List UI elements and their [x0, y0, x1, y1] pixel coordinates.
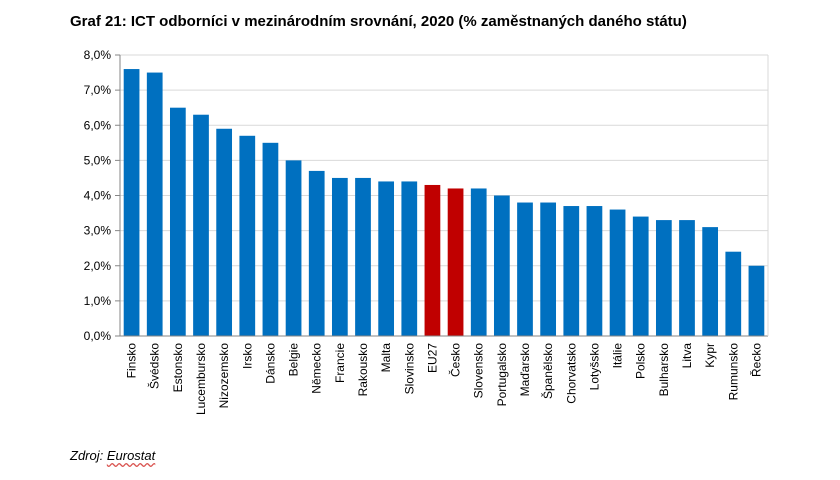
- bars: [123, 69, 765, 337]
- bar-Rakousko: [355, 177, 371, 336]
- bar-Malta: [378, 181, 395, 336]
- bar-Finsko: [123, 69, 140, 337]
- bar-Polsko: [632, 216, 649, 336]
- x-tick-label: Irsko: [240, 343, 254, 369]
- source-name: Eurostat: [106, 448, 156, 463]
- bar-Slovensko: [470, 188, 487, 336]
- y-tick-label: 0,0%: [84, 329, 112, 343]
- x-tick-label: Malta: [379, 343, 393, 373]
- bar-Chorvatsko: [563, 206, 580, 336]
- x-tick-label: Polsko: [634, 343, 648, 379]
- x-tick-label: Itálie: [611, 343, 625, 369]
- bar-Litva: [679, 220, 695, 336]
- bar-Švédsko: [146, 72, 163, 336]
- bar-Rumunsko: [725, 251, 742, 336]
- bar-Portugalsko: [493, 195, 510, 336]
- x-tick-label: Německo: [310, 343, 324, 394]
- bar-Francie: [331, 177, 348, 336]
- y-tick-label: 7,0%: [84, 83, 112, 97]
- bar-Španělsko: [540, 202, 557, 336]
- x-tick-label: Nizozemsko: [217, 343, 231, 409]
- x-tick-label: Estonsko: [171, 343, 185, 393]
- x-tick-label: Litva: [680, 343, 694, 369]
- x-tick-label: Belgie: [287, 343, 301, 377]
- x-tick-label: Kypr: [703, 343, 717, 368]
- bar-Dánsko: [262, 142, 279, 336]
- bar-Estonsko: [169, 107, 186, 336]
- x-tick-label: Bulharsko: [657, 343, 671, 397]
- y-tick-label: 5,0%: [84, 153, 112, 167]
- x-tick-label: Portugalsko: [495, 343, 509, 407]
- x-tick-label: EU27: [425, 343, 439, 373]
- bar-Belgie: [285, 160, 302, 336]
- y-tick-label: 4,0%: [84, 189, 112, 203]
- x-tick-label: Finsko: [125, 343, 139, 379]
- bar-Bulharsko: [655, 220, 672, 336]
- x-tick-label: Francie: [333, 343, 347, 383]
- x-tick-label: Chorvatsko: [564, 343, 578, 404]
- x-tick-label: Španělsko: [540, 343, 555, 399]
- y-tick-label: 2,0%: [84, 259, 112, 273]
- y-tick-label: 6,0%: [84, 118, 112, 132]
- bar-Maďarsko: [517, 202, 533, 336]
- chart-title: Graf 21: ICT odborníci v mezinárodním sr…: [70, 13, 687, 30]
- x-tick-label: Lotyšsko: [587, 343, 601, 391]
- bar-Kypr: [702, 227, 719, 336]
- bar-Německo: [308, 170, 325, 336]
- x-tick-label: Slovinsko: [402, 343, 416, 395]
- bar-Lucembursko: [193, 114, 209, 337]
- x-tick-label: Maďarsko: [518, 343, 532, 397]
- x-tick-label: Lucembursko: [194, 343, 208, 415]
- bar-Lotyšsko: [586, 206, 603, 336]
- axes: [115, 54, 769, 337]
- y-tick-label: 1,0%: [84, 294, 112, 308]
- y-tick-label: 3,0%: [84, 224, 112, 238]
- x-tick-label: Slovensko: [472, 343, 486, 399]
- y-tick-label: 8,0%: [84, 48, 112, 62]
- bar-Řecko: [748, 265, 765, 336]
- x-category-labels: Finsko Švédsko Estonsko Lucembursko Nizozems…: [125, 343, 764, 415]
- bar-EU27: [424, 184, 441, 336]
- source-prefix: Zdroj:: [70, 448, 107, 463]
- source-note: Zdroj: Eurostat: [70, 448, 155, 463]
- y-tick-labels: 0,0% 1,0% 2,0% 3,0% 4,0% 5,0% 6,0% 7,0% 8,0%: [84, 48, 112, 343]
- x-tick-label: Česko: [448, 343, 463, 377]
- x-tick-label: Rumunsko: [726, 343, 740, 401]
- x-tick-label: Švédsko: [147, 343, 162, 389]
- x-tick-label: Dánsko: [263, 343, 277, 384]
- bar-Nizozemsko: [216, 128, 233, 336]
- x-tick-label: Řecko: [748, 343, 763, 377]
- x-tick-label: Rakousko: [356, 343, 370, 397]
- bar-Itálie: [609, 209, 626, 336]
- bar-Irsko: [239, 135, 256, 336]
- bar-Slovinsko: [401, 181, 418, 336]
- bar-Česko: [447, 188, 464, 336]
- bar-chart: 0,0% 1,0% 2,0% 3,0% 4,0% 5,0% 6,0% 7,0% 8,0% Fin…: [84, 48, 769, 415]
